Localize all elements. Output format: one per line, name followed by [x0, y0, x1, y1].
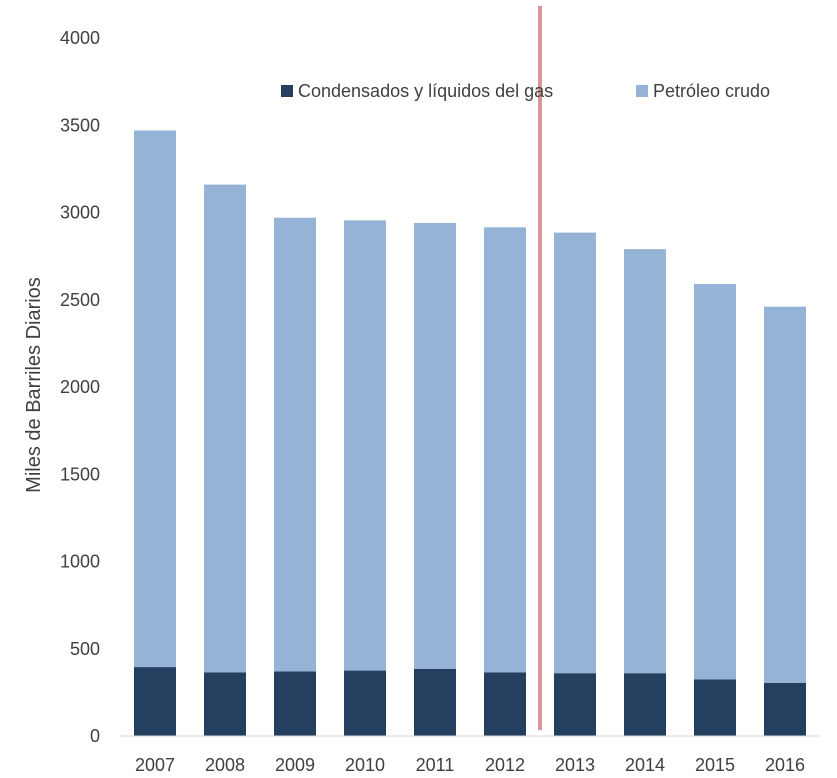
y-tick-label: 500	[70, 639, 100, 659]
bar-condensados-2007	[134, 667, 176, 736]
x-tick-label: 2011	[416, 755, 455, 775]
y-tick-label: 2500	[60, 290, 100, 310]
bar-condensados-2013	[554, 673, 596, 736]
bar-petroleo-crudo-2007	[134, 130, 176, 668]
y-tick-label: 4000	[60, 28, 100, 48]
x-tick-label: 2014	[625, 755, 665, 775]
y-axis-ticks: 0 500 1000 1500 2000 2500 3000 3500 4000	[60, 28, 100, 746]
x-axis-ticks: 2007 2008 2009 2010 2011 2012 2013 2014 2015 2016	[135, 755, 805, 775]
x-tick-label: 2016	[765, 755, 805, 775]
x-tick-label: 2013	[555, 755, 595, 775]
bars	[134, 130, 806, 736]
bar-condensados-2011	[414, 668, 456, 736]
bar-condensados-2008	[204, 672, 246, 736]
bar-petroleo-crudo-2012	[484, 227, 526, 673]
bar-condensados-2016	[764, 682, 806, 736]
x-tick-label: 2010	[345, 755, 385, 775]
bar-petroleo-crudo-2008	[204, 184, 246, 673]
bar-petroleo-crudo-2011	[414, 222, 456, 669]
bar-condensados-2014	[624, 673, 666, 736]
y-tick-label: 2000	[60, 377, 100, 397]
y-tick-label: 3000	[60, 203, 100, 223]
bar-condensados-2015	[694, 679, 736, 736]
y-tick-label: 0	[90, 726, 100, 746]
bar-petroleo-crudo-2015	[694, 284, 736, 680]
legend: Condensados y líquidos del gas Petróleo c…	[281, 81, 770, 101]
bar-condensados-2012	[484, 672, 526, 736]
y-axis-label: Miles de Barriles Diarios	[23, 277, 45, 493]
x-tick-label: 2007	[135, 755, 175, 775]
bar-petroleo-crudo-2016	[764, 306, 806, 683]
bar-condensados-2009	[274, 671, 316, 736]
x-tick-label: 2009	[275, 755, 315, 775]
bar-petroleo-crudo-2014	[624, 249, 666, 674]
x-tick-label: 2012	[485, 755, 525, 775]
bar-petroleo-crudo-2009	[274, 217, 316, 672]
y-tick-label: 3500	[60, 115, 100, 135]
legend-swatch	[636, 85, 648, 97]
y-tick-label: 1000	[60, 552, 100, 572]
x-tick-label: 2015	[695, 755, 735, 775]
bar-petroleo-crudo-2013	[554, 232, 596, 674]
bar-petroleo-crudo-2010	[344, 220, 386, 671]
legend-label: Condensados y líquidos del gas	[298, 81, 553, 101]
y-tick-label: 1500	[60, 464, 100, 484]
legend-label: Petróleo crudo	[653, 81, 770, 101]
legend-swatch	[281, 85, 293, 97]
bar-condensados-2010	[344, 670, 386, 736]
x-tick-label: 2008	[205, 755, 245, 775]
